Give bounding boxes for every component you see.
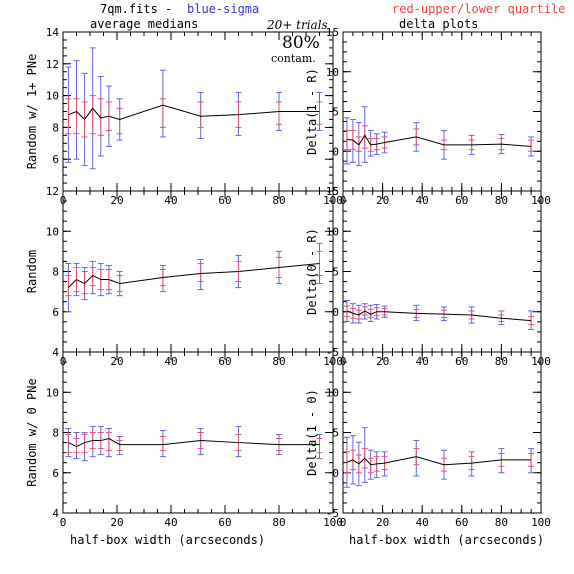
right-mid-frame [342,190,542,353]
left-top-median-line [68,104,320,121]
right-bottom-frame [342,351,542,514]
left-bottom-xtick-label: 40 [164,516,177,529]
left-top-ytick-label: 14 [46,26,60,39]
right-bottom-ytick-label: 0 [332,467,339,480]
left-bottom-ytick-label: 8 [52,427,59,440]
left-top-ytick-label: 6 [52,153,59,166]
right-bottom-xtick-label: 40 [416,516,429,529]
right-mid-xtick-label: 80 [495,355,508,368]
right-top-ytick-label: 5 [332,106,339,119]
right-top-median-line [346,134,532,147]
header-blue-sigma-label: blue-sigma [187,2,260,16]
left-x-axis-label: half-box width (arcseconds) [70,533,266,547]
left-mid-ytick-label: 12 [46,185,59,198]
right-bottom-ytick-label: -5 [326,507,339,520]
right-bottom-median-line [346,456,532,466]
left-mid-median-line [68,262,320,288]
right-bottom-ylabel: Delta(1 - 0) [305,389,319,476]
left-top-xtick-label: 40 [164,194,177,207]
right-bottom-xtick-label: 20 [376,516,389,529]
right-bottom-xtick-label: 100 [531,516,551,529]
left-column-subtitle: average medians [90,17,199,31]
right-top-ytick-label: 10 [326,66,339,79]
left-bottom-xtick-label: 0 [60,516,67,529]
right-top-ytick-label: 0 [332,145,339,158]
header-filename: 7qm.fits - [100,2,173,16]
right-mid-xtick-label: 20 [376,355,389,368]
right-mid-ytick-label: 5 [332,266,339,279]
left-mid-xtick-label: 20 [110,355,123,368]
left-mid-xtick-label: 80 [272,355,285,368]
left-mid-frame [62,190,334,353]
right-bottom-xtick-label: 80 [495,516,508,529]
right-top-ytick-label: 15 [326,26,339,39]
left-mid-xtick-label: 60 [218,355,231,368]
right-mid-ytick-label: -5 [326,346,339,359]
left-top-xtick-label: 60 [218,194,231,207]
left-bottom-xtick-label: 20 [110,516,123,529]
right-mid-ytick-label: 10 [326,225,339,238]
left-top-ytick-label: 12 [46,58,59,71]
header-red-quartile-label: red-upper/lower quartile [392,2,566,16]
right-mid-xtick-label: 60 [455,355,468,368]
left-bottom-xtick-label: 80 [272,516,285,529]
right-x-axis-label: half-box width (arcseconds) [349,533,545,547]
left-top-ylabel: Random w/ 1+ PNe [25,54,39,170]
left-bottom-ytick-label: 4 [52,507,59,520]
right-bottom-ytick-label: 10 [326,386,339,399]
right-top-ylabel: Delta(1 - R) [305,68,319,155]
left-bottom-ytick-label: 6 [52,467,59,480]
right-top-xtick-label: 20 [376,194,389,207]
left-bottom-ylabel: Random w/ 0 PNe [25,378,39,486]
left-top-xtick-label: 20 [110,194,123,207]
left-top-xtick-label: 80 [272,194,285,207]
right-bottom-ytick-label: 5 [332,427,339,440]
left-mid-xtick-label: 40 [164,355,177,368]
right-mid-median-line [346,310,532,322]
left-bottom-median-line [68,438,320,448]
trials-annotation: 20+ trials [267,18,328,32]
right-mid-ytick-label: 0 [332,306,339,319]
left-mid-ytick-label: 8 [52,266,59,279]
left-mid-ytick-label: 6 [52,306,59,319]
contamination-label: contam. [271,52,316,65]
contamination-percent: 80% [282,33,320,53]
left-mid-ylabel: Random [25,250,39,293]
right-top-frame [342,31,542,192]
left-mid-ytick-label: 4 [52,346,59,359]
right-mid-ylabel: Delta(0 - R) [305,228,319,315]
right-column-subtitle: delta plots [399,17,479,31]
left-top-ytick-label: 10 [46,90,59,103]
right-top-xtick-label: 40 [416,194,429,207]
right-top-xtick-label: 60 [455,194,468,207]
right-bottom-xtick-label: 60 [455,516,468,529]
right-top-ytick-label: -5 [326,185,339,198]
left-bottom-xtick-label: 60 [218,516,231,529]
right-bottom-xtick-label: 0 [340,516,347,529]
right-mid-xtick-label: 40 [416,355,429,368]
right-top-xtick-label: 80 [495,194,508,207]
right-mid-ytick-label: 15 [326,185,339,198]
left-top-ytick-label: 8 [52,121,59,134]
left-mid-ytick-label: 10 [46,225,59,238]
left-bottom-xtick-label: 100 [323,516,343,529]
left-bottom-ytick-label: 10 [46,386,59,399]
